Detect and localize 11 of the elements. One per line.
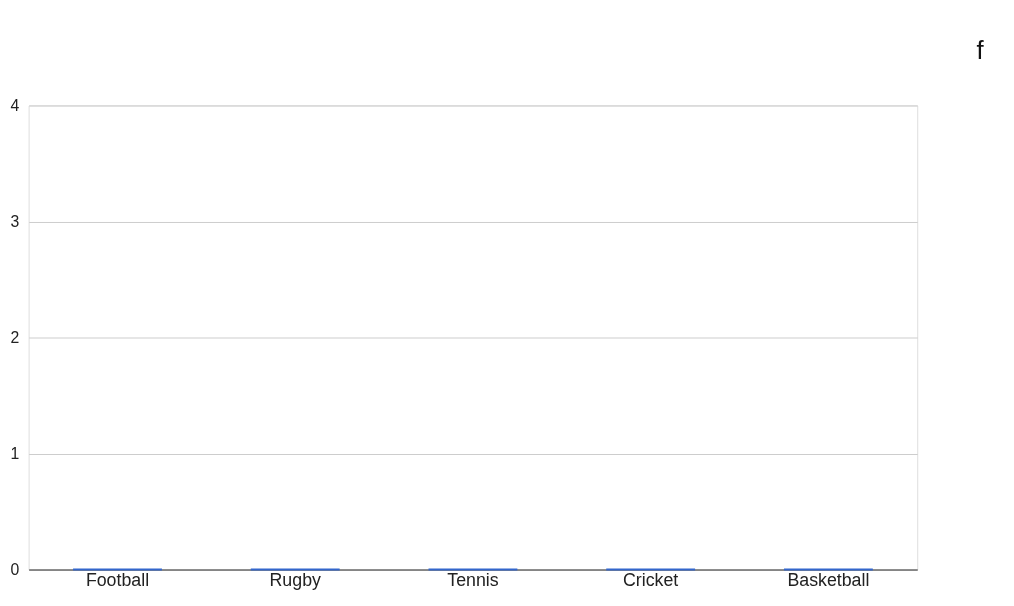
x-tick-label: Cricket — [623, 569, 679, 590]
x-tick-label: Football — [85, 569, 150, 590]
y-tick-label: 1 — [10, 444, 20, 462]
x-tick-label: Rugby — [269, 569, 322, 590]
y-tick-label: 4 — [10, 96, 20, 114]
text: f — [976, 36, 985, 65]
y-tick-label: 2 — [10, 328, 20, 346]
y-tick-label: 0 — [10, 560, 20, 578]
x-tick-label: Basketball — [787, 569, 870, 590]
x-tick-label: Tennis — [447, 569, 499, 590]
y-tick-label: 3 — [10, 212, 20, 230]
